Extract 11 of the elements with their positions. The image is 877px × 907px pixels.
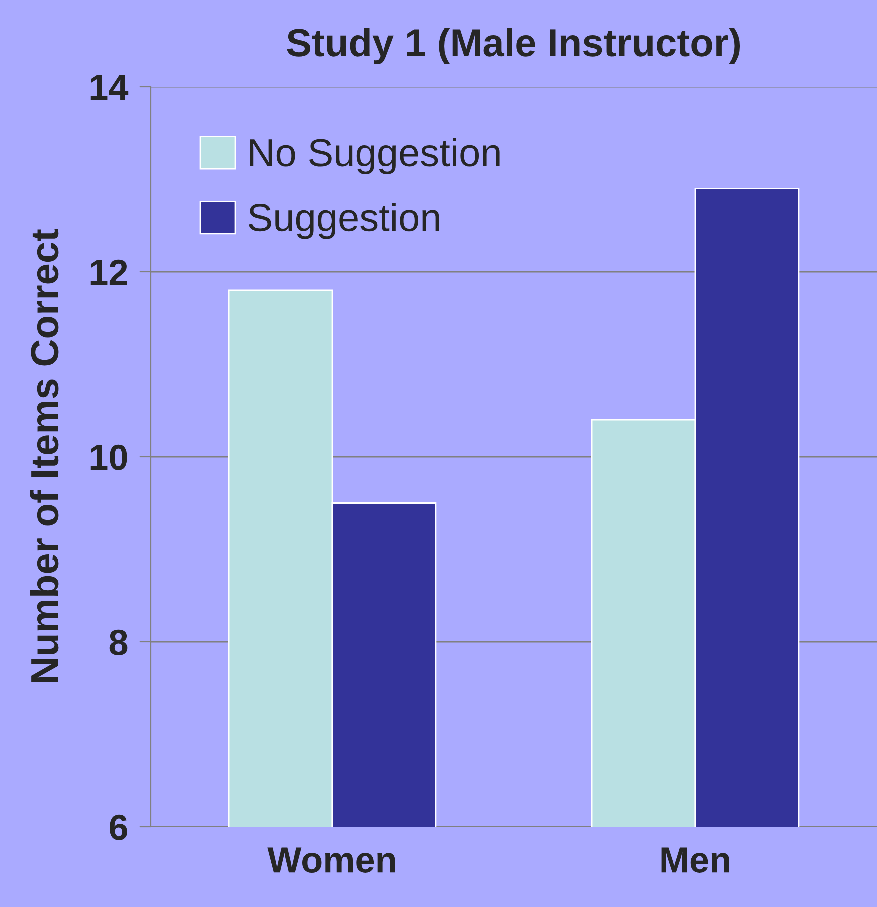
- chart-title: Study 1 (Male Instructor): [287, 28, 740, 65]
- y-tick-label: 10: [90, 444, 128, 470]
- y-tick-label: 12: [90, 260, 128, 286]
- x-tick-label: Men: [662, 848, 730, 873]
- y-tick-label: 6: [110, 814, 128, 840]
- y-tick-label: 8: [110, 630, 128, 656]
- y-axis-title: Number of Items Correct: [30, 229, 59, 682]
- x-tick-label: Women: [268, 848, 396, 873]
- legend-label: No Suggestion: [250, 138, 500, 174]
- y-tick-label: 14: [90, 75, 129, 100]
- legend-label: Suggestion: [248, 203, 440, 240]
